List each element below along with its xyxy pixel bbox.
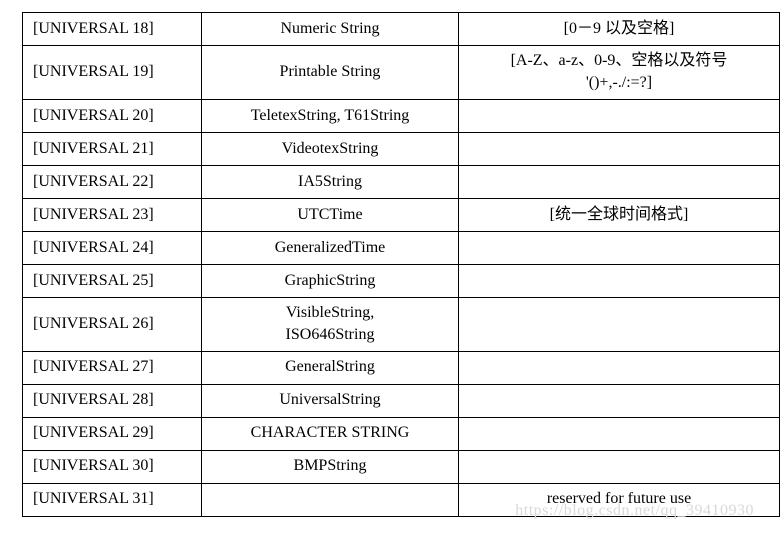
cell-desc — [459, 165, 780, 198]
cell-desc: [0－9 以及空格] — [459, 13, 780, 46]
cell-name: UniversalString — [202, 384, 459, 417]
cell-desc — [459, 297, 780, 351]
cell-desc: [A-Z、a-z、0-9、空格以及符号'()+,-./:=?] — [459, 46, 780, 100]
cell-tag: [UNIVERSAL 30] — [23, 450, 202, 483]
table-row: [UNIVERSAL 23] UTCTime [统一全球时间格式] — [23, 198, 780, 231]
cell-tag: [UNIVERSAL 18] — [23, 13, 202, 46]
table-row: [UNIVERSAL 24] GeneralizedTime — [23, 231, 780, 264]
cell-name: IA5String — [202, 165, 459, 198]
cell-tag: [UNIVERSAL 22] — [23, 165, 202, 198]
cell-name: GeneralString — [202, 351, 459, 384]
cell-name: GraphicString — [202, 264, 459, 297]
table-row: [UNIVERSAL 31] reserved for future use — [23, 483, 780, 516]
table-row: [UNIVERSAL 22] IA5String — [23, 165, 780, 198]
cell-name: BMPString — [202, 450, 459, 483]
cell-desc — [459, 384, 780, 417]
cell-name: UTCTime — [202, 198, 459, 231]
table-row: [UNIVERSAL 28] UniversalString — [23, 384, 780, 417]
cell-desc — [459, 417, 780, 450]
cell-name: Printable String — [202, 46, 459, 100]
cell-desc — [459, 351, 780, 384]
table-row: [UNIVERSAL 27] GeneralString — [23, 351, 780, 384]
cell-desc: reserved for future use — [459, 483, 780, 516]
cell-name: GeneralizedTime — [202, 231, 459, 264]
table-row: [UNIVERSAL 29] CHARACTER STRING — [23, 417, 780, 450]
cell-name: Numeric String — [202, 13, 459, 46]
cell-tag: [UNIVERSAL 29] — [23, 417, 202, 450]
cell-name: TeletexString, T61String — [202, 99, 459, 132]
cell-desc — [459, 231, 780, 264]
cell-tag: [UNIVERSAL 27] — [23, 351, 202, 384]
table-body: [UNIVERSAL 18] Numeric String [0－9 以及空格]… — [23, 13, 780, 517]
cell-desc — [459, 99, 780, 132]
cell-tag: [UNIVERSAL 19] — [23, 46, 202, 100]
cell-desc — [459, 450, 780, 483]
cell-tag: [UNIVERSAL 24] — [23, 231, 202, 264]
cell-name — [202, 483, 459, 516]
cell-tag: [UNIVERSAL 21] — [23, 132, 202, 165]
table-row: [UNIVERSAL 19] Printable String [A-Z、a-z… — [23, 46, 780, 100]
table-row: [UNIVERSAL 18] Numeric String [0－9 以及空格] — [23, 13, 780, 46]
cell-tag: [UNIVERSAL 28] — [23, 384, 202, 417]
table-row: [UNIVERSAL 20] TeletexString, T61String — [23, 99, 780, 132]
table-row: [UNIVERSAL 30] BMPString — [23, 450, 780, 483]
cell-desc — [459, 132, 780, 165]
cell-tag: [UNIVERSAL 31] — [23, 483, 202, 516]
asn1-universal-tags-table: [UNIVERSAL 18] Numeric String [0－9 以及空格]… — [22, 12, 780, 517]
table-row: [UNIVERSAL 25] GraphicString — [23, 264, 780, 297]
cell-desc: [统一全球时间格式] — [459, 198, 780, 231]
table-row: [UNIVERSAL 21] VideotexString — [23, 132, 780, 165]
cell-name: VideotexString — [202, 132, 459, 165]
cell-tag: [UNIVERSAL 23] — [23, 198, 202, 231]
cell-name: CHARACTER STRING — [202, 417, 459, 450]
cell-tag: [UNIVERSAL 20] — [23, 99, 202, 132]
cell-name: VisibleString,ISO646String — [202, 297, 459, 351]
cell-desc — [459, 264, 780, 297]
cell-tag: [UNIVERSAL 25] — [23, 264, 202, 297]
table-row: [UNIVERSAL 26] VisibleString,ISO646Strin… — [23, 297, 780, 351]
cell-tag: [UNIVERSAL 26] — [23, 297, 202, 351]
